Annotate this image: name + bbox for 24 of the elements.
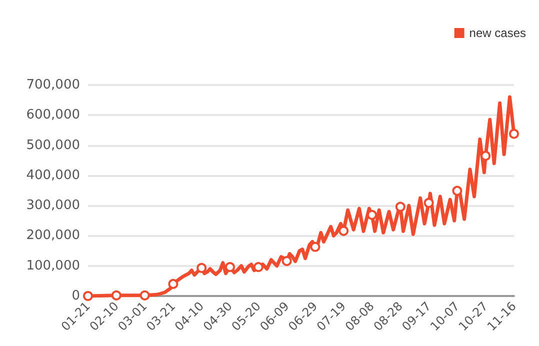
- point: [338, 226, 349, 236]
- point: [367, 210, 377, 220]
- point: [111, 290, 122, 300]
- point: [83, 291, 93, 301]
- point: [168, 278, 178, 289]
- point: [282, 256, 292, 266]
- y-tick-label: 0: [72, 288, 80, 304]
- point: [452, 186, 462, 196]
- y-tick-label: 700,000: [26, 78, 80, 92]
- point: [225, 262, 235, 272]
- y-tick-label: 400,000: [26, 168, 80, 183]
- point: [253, 262, 264, 272]
- y-tick-label: 500,000: [26, 138, 80, 153]
- y-tick-label: 300,000: [26, 198, 80, 214]
- y-tick-label: 200,000: [26, 228, 80, 244]
- point: [310, 242, 320, 252]
- point: [140, 290, 150, 300]
- point: [424, 198, 434, 208]
- point: [196, 262, 207, 273]
- point: [395, 202, 406, 212]
- point: [509, 128, 519, 139]
- legend-label: new cases: [469, 26, 526, 40]
- y-tick-label: 600,000: [26, 108, 80, 123]
- y-tick-label: 100,000: [26, 258, 80, 274]
